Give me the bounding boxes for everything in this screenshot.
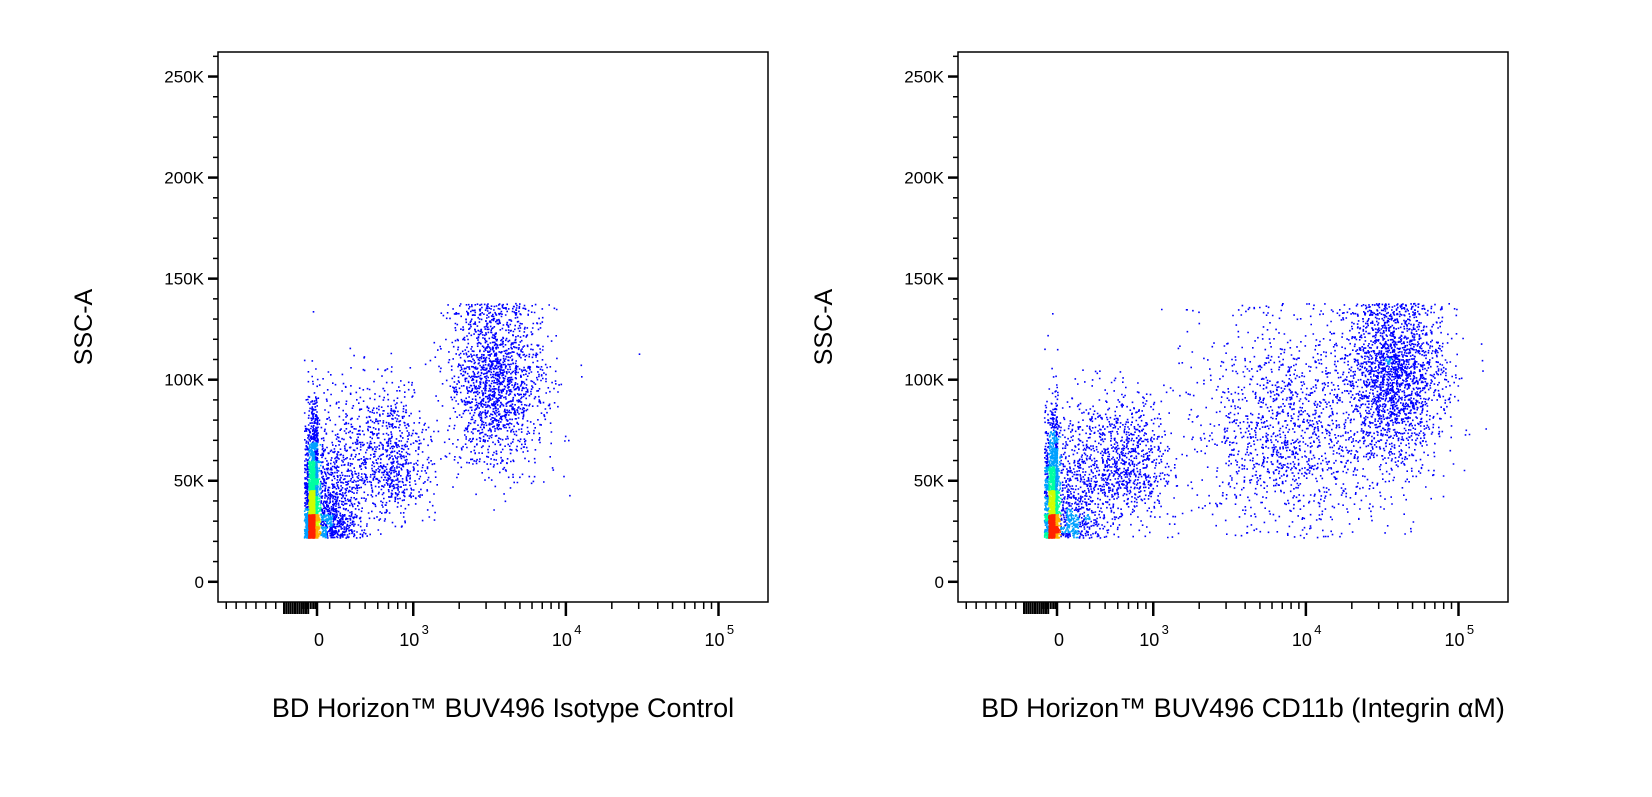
y-tick-label: 0 (195, 573, 204, 592)
x-tick-label: 0 (314, 630, 324, 650)
event-dots (1043, 302, 1487, 539)
density-level-5 (308, 514, 316, 539)
x-tick-label: 10 (399, 630, 419, 650)
y-tick-label: 250K (164, 68, 204, 87)
y-tick-label: 150K (904, 270, 944, 289)
x-tick-label: 0 (1054, 630, 1064, 650)
y-axis: 0 50K 100K 150K 200K 250K (164, 55, 218, 592)
density-level-0 (303, 302, 641, 539)
x-tick-label: 10 (1292, 630, 1312, 650)
density-level-5 (1048, 514, 1061, 539)
density-level-0 (1043, 302, 1487, 539)
density-level-3 (308, 490, 322, 528)
plot-frame (217, 51, 769, 603)
x-axis-label: BD Horizon™ BUV496 CD11b (Integrin αM) (981, 693, 1505, 723)
x-tick-exponent: 3 (422, 622, 429, 637)
y-tick-label: 100K (164, 371, 204, 390)
event-dots (303, 302, 641, 539)
x-axis-label: BD Horizon™ BUV496 Isotype Control (272, 693, 734, 723)
x-tick-label: 10 (552, 630, 572, 650)
density-level-4 (314, 514, 322, 539)
y-tick-label: 100K (904, 371, 944, 390)
y-tick-label: 200K (164, 169, 204, 188)
x-tick-exponent: 5 (1467, 622, 1474, 637)
y-tick-label: 50K (174, 472, 205, 491)
y-tick-label: 200K (904, 169, 944, 188)
x-tick-label: 10 (1444, 630, 1464, 650)
y-tick-label: 50K (914, 472, 945, 491)
x-tick-exponent: 3 (1162, 622, 1169, 637)
plot-frame (957, 51, 1509, 603)
y-axis: 0 50K 100K 150K 200K 250K (904, 55, 958, 592)
x-tick-label: 10 (704, 630, 724, 650)
density-level-1 (303, 442, 334, 539)
x-tick-label: 10 (1139, 630, 1159, 650)
y-tick-label: 250K (904, 68, 944, 87)
x-tick-exponent: 4 (1314, 622, 1321, 637)
density-level-3 (1048, 490, 1056, 516)
x-tick-exponent: 4 (574, 622, 581, 637)
y-tick-label: 0 (935, 573, 944, 592)
density-level-2 (308, 460, 322, 516)
y-tick-label: 150K (164, 270, 204, 289)
y-axis-label: SSC-A (810, 288, 838, 365)
y-axis-label: SSC-A (70, 288, 98, 365)
x-tick-exponent: 5 (727, 622, 734, 637)
